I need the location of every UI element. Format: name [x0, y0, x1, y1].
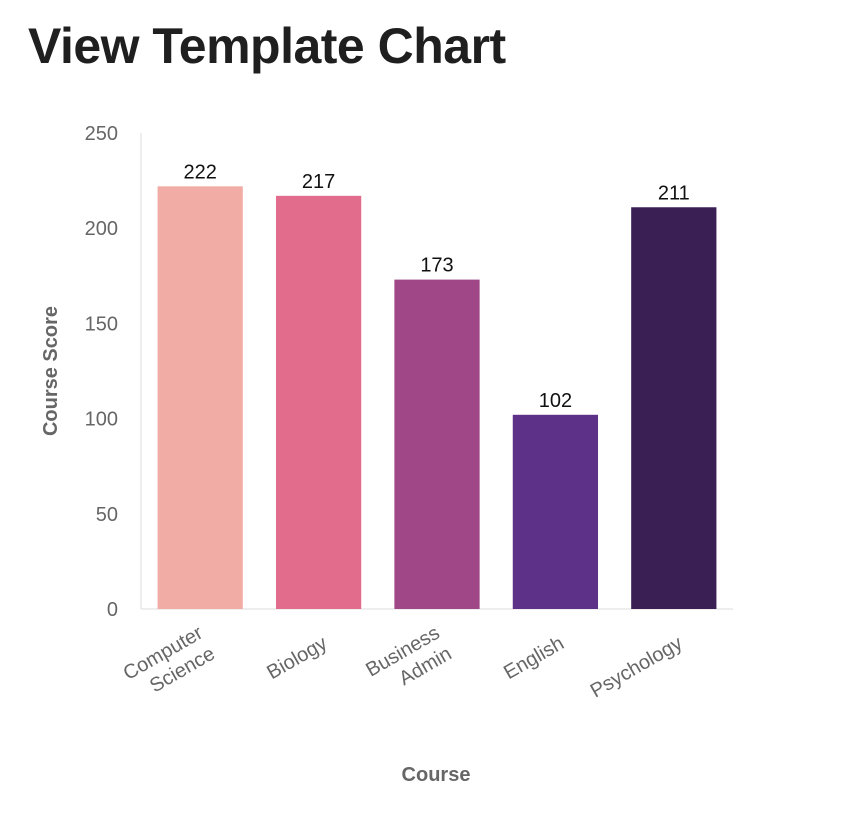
y-tick-label: 200	[85, 218, 118, 240]
data-label: 102	[539, 390, 572, 412]
x-tick-label: Psychology	[587, 632, 687, 702]
bar[interactable]	[157, 186, 243, 609]
y-axis-title: Course Score	[40, 306, 62, 436]
bar[interactable]	[512, 414, 599, 609]
x-tick-label: BusinessAdmin	[362, 622, 455, 702]
data-label: 211	[658, 182, 690, 204]
x-tick-label: English	[500, 632, 568, 684]
bar[interactable]	[631, 207, 717, 610]
bar[interactable]	[275, 195, 362, 609]
data-label: 217	[302, 171, 335, 193]
x-tick-label: ComputerScience	[120, 622, 219, 706]
data-labels: 222 217 173 102 211	[184, 161, 690, 411]
bars	[157, 186, 717, 610]
x-tick-label-line: Psychology	[587, 632, 687, 702]
y-tick-label: 100	[85, 409, 118, 431]
y-tick-label: 250	[85, 123, 118, 145]
y-tick-label: 0	[107, 599, 118, 621]
x-ticks: ComputerScience Biology BusinessAdmin Engli…	[120, 622, 687, 706]
x-tick-label-line: Biology	[263, 632, 331, 684]
x-tick-label: Biology	[263, 632, 331, 684]
y-tick-label: 150	[85, 313, 118, 335]
page-title: View Template Chart	[28, 18, 506, 74]
x-axis-title: Course	[402, 764, 471, 786]
data-label: 173	[420, 255, 453, 277]
x-tick-label-line: English	[500, 632, 568, 684]
bar[interactable]	[394, 279, 480, 609]
y-ticks: 0 50 100 150 200 250	[85, 123, 118, 621]
y-tick-label: 50	[96, 504, 118, 526]
data-label: 222	[184, 161, 217, 183]
